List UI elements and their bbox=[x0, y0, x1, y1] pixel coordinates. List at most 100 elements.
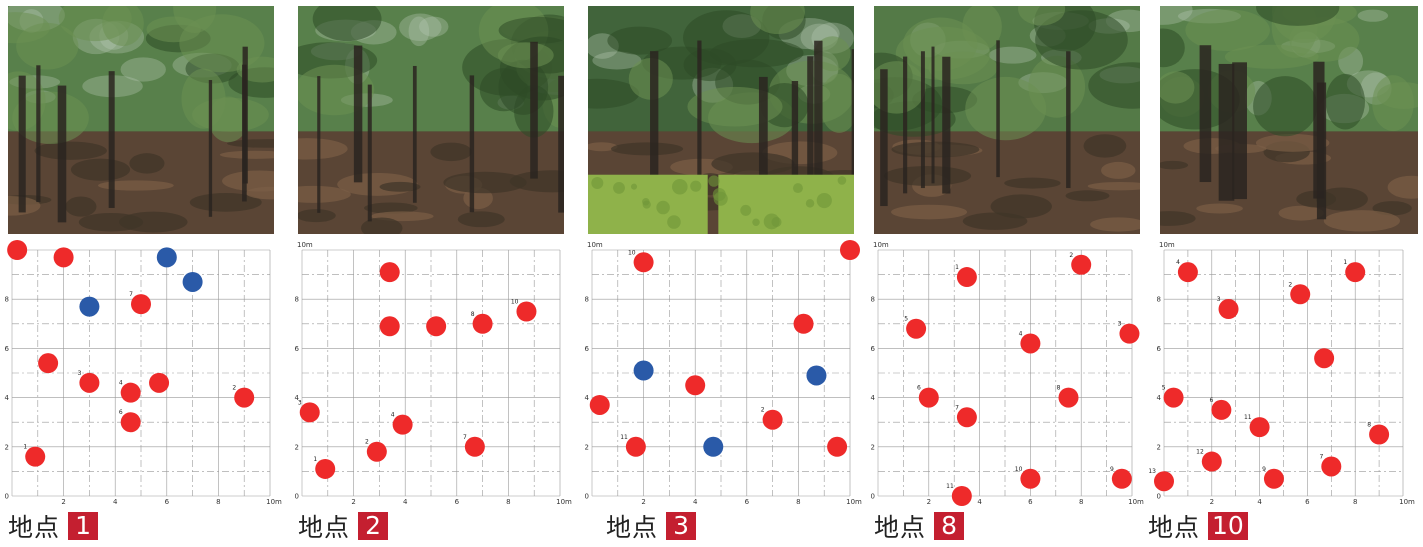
y-tick-label: 2 bbox=[295, 443, 299, 451]
caption-label: 地点 bbox=[874, 513, 927, 542]
red-tree-point bbox=[1177, 262, 1198, 283]
point-number-label: 7 bbox=[955, 404, 959, 411]
photo-image bbox=[8, 6, 274, 234]
red-tree-point bbox=[840, 240, 860, 260]
point-number-label: 4 bbox=[119, 380, 123, 387]
red-tree-point bbox=[1163, 387, 1184, 408]
point-number-label: 5 bbox=[904, 316, 908, 323]
y-tick-label: 8 bbox=[1157, 296, 1161, 304]
red-tree-point bbox=[25, 446, 46, 467]
x-tick-label: 10m bbox=[1399, 498, 1415, 506]
x-tick-label: 10m bbox=[846, 498, 862, 506]
red-tree-point bbox=[120, 382, 141, 403]
site-panel-8: 2 4 6 8 10m 2 4 6 8 0 10m 1 2 5 4 3 6 7 8 10 9 11 地点 8 bbox=[866, 0, 1152, 547]
red-tree-point bbox=[1369, 424, 1390, 445]
point-number-label: 3 bbox=[1118, 321, 1122, 328]
site-photo bbox=[1160, 6, 1418, 234]
photo-image bbox=[1160, 6, 1418, 234]
x-tick-label: 2 bbox=[61, 498, 65, 506]
red-tree-point bbox=[131, 294, 151, 315]
x-tick-label: 4 bbox=[977, 498, 982, 506]
red-tree-point bbox=[149, 372, 170, 393]
y-tick-label: 4 bbox=[585, 394, 590, 402]
origin-tick-label: 0 bbox=[871, 493, 875, 501]
red-tree-point bbox=[951, 486, 972, 506]
point-number-label: 10 bbox=[628, 249, 636, 256]
photo-image bbox=[298, 6, 564, 234]
y-tick-label: 2 bbox=[1157, 443, 1161, 451]
y-top-label: 10m bbox=[1159, 241, 1175, 249]
blue-tree-point bbox=[156, 247, 177, 268]
x-tick-label: 10m bbox=[1128, 498, 1144, 506]
point-number-label: 12 bbox=[1196, 449, 1204, 456]
site-caption: 地点 3 bbox=[606, 510, 697, 542]
point-number-label: 11 bbox=[1244, 414, 1252, 421]
red-tree-point bbox=[366, 441, 387, 462]
point-number-label: 2 bbox=[761, 407, 765, 414]
y-tick-label: 4 bbox=[5, 394, 10, 402]
x-tick-label: 4 bbox=[1257, 498, 1262, 506]
red-tree-point bbox=[464, 436, 485, 457]
y-tick-label: 4 bbox=[871, 394, 876, 402]
site-caption: 地点 2 bbox=[298, 510, 389, 542]
red-tree-point bbox=[379, 316, 400, 337]
x-tick-label: 6 bbox=[1305, 498, 1310, 506]
y-tick-label: 8 bbox=[585, 296, 589, 304]
point-number-label: 9 bbox=[1262, 466, 1266, 473]
x-tick-label: 6 bbox=[745, 498, 750, 506]
point-number-label: 4 bbox=[1019, 330, 1023, 337]
blue-tree-point bbox=[182, 271, 203, 292]
red-tree-point bbox=[918, 387, 939, 408]
point-number-label: 7 bbox=[463, 434, 467, 441]
blue-tree-point bbox=[79, 296, 100, 317]
red-tree-point bbox=[956, 407, 977, 428]
blue-tree-point bbox=[806, 365, 827, 386]
point-number-label: 2 bbox=[1288, 281, 1292, 288]
point-number-label: 9 bbox=[1110, 466, 1114, 473]
y-tick-label: 4 bbox=[1157, 394, 1162, 402]
point-number-label: 11 bbox=[946, 483, 954, 490]
point-number-label: 1 bbox=[313, 456, 317, 463]
red-tree-point bbox=[120, 412, 141, 433]
red-tree-point bbox=[1201, 451, 1222, 472]
site-photo bbox=[8, 6, 274, 234]
red-tree-point bbox=[1290, 284, 1311, 305]
red-tree-point bbox=[79, 372, 100, 393]
y-tick-label: 6 bbox=[585, 345, 590, 353]
point-number-label: 10 bbox=[511, 299, 519, 306]
red-tree-point bbox=[1263, 468, 1284, 489]
red-tree-point bbox=[589, 394, 610, 415]
y-tick-label: 2 bbox=[5, 443, 9, 451]
red-tree-point bbox=[956, 267, 977, 288]
red-tree-point bbox=[379, 262, 400, 283]
point-number-label: 3 bbox=[298, 399, 302, 406]
point-number-label: 8 bbox=[1367, 422, 1371, 429]
y-tick-label: 6 bbox=[5, 345, 10, 353]
point-number-label: 11 bbox=[620, 434, 628, 441]
red-tree-point bbox=[1020, 333, 1041, 354]
site-number-badge: 2 bbox=[358, 512, 389, 540]
red-tree-point bbox=[793, 313, 814, 334]
y-tick-label: 8 bbox=[871, 296, 875, 304]
site-photo bbox=[874, 6, 1140, 234]
y-tick-label: 8 bbox=[295, 296, 299, 304]
red-tree-point bbox=[685, 375, 706, 396]
red-tree-point bbox=[1071, 254, 1092, 275]
red-tree-point bbox=[299, 402, 320, 423]
y-tick-label: 6 bbox=[1157, 345, 1162, 353]
scatter-plot: 2 4 6 8 10m 2 4 6 8 0 10m 1 2 5 4 3 6 7 8 10 9 11 bbox=[871, 241, 1144, 506]
point-number-label: 13 bbox=[1148, 468, 1156, 475]
site-panel-2: 2 4 6 8 10m 2 4 6 8 0 10m 8 10 3 4 2 7 1 地点 2 bbox=[290, 0, 580, 547]
red-tree-point bbox=[1211, 399, 1232, 420]
red-tree-point bbox=[1218, 299, 1239, 320]
red-tree-point bbox=[53, 247, 74, 268]
point-number-label: 5 bbox=[1162, 385, 1166, 392]
x-tick-label: 6 bbox=[455, 498, 460, 506]
origin-tick-label: 0 bbox=[5, 493, 9, 501]
point-number-label: 7 bbox=[129, 291, 133, 298]
point-number-label: 2 bbox=[365, 439, 369, 446]
site-panel-3: 2 4 6 8 10m 2 4 6 8 0 10m 10 2 11 地点 3 bbox=[580, 0, 870, 547]
origin-tick-label: 0 bbox=[585, 493, 589, 501]
red-tree-point bbox=[392, 414, 413, 435]
